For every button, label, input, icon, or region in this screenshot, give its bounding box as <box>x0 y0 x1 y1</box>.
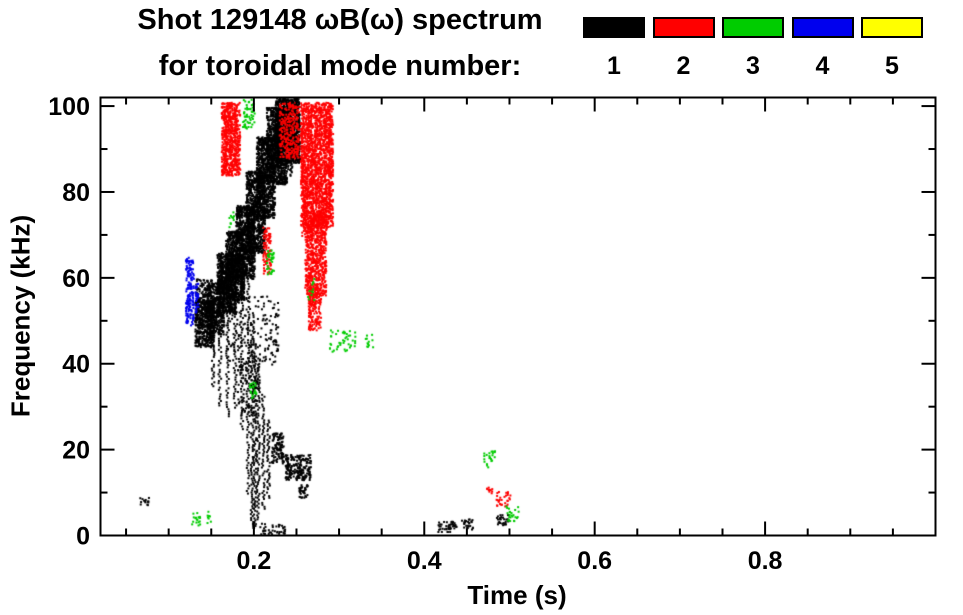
legend-label-5: 5 <box>885 52 899 80</box>
legend-label-2: 2 <box>676 52 691 80</box>
legend-label-1: 1 <box>607 52 621 80</box>
y-tick-label: 0 <box>76 523 90 551</box>
legend-labels: 1 2 3 4 5 <box>0 52 963 82</box>
y-tick-label: 20 <box>62 437 90 465</box>
legend-swatch-2 <box>652 17 715 38</box>
y-tick-label: 80 <box>62 179 90 207</box>
plot-data-canvas <box>101 98 935 535</box>
plot-frame <box>99 96 937 537</box>
legend-swatch-4 <box>791 17 854 38</box>
legend-label-3: 3 <box>746 52 760 80</box>
legend-swatch-3 <box>722 17 784 38</box>
x-axis-label: Time (s) <box>467 580 567 610</box>
legend-label-4: 4 <box>815 52 830 80</box>
legend <box>0 17 963 39</box>
chart-title: Shot 129148 ωB(ω) spectrum <box>137 4 543 36</box>
x-tick-label: 0.2 <box>236 547 271 575</box>
legend-swatch-5 <box>861 17 923 38</box>
legend-swatch-1 <box>583 17 645 38</box>
x-tick-label: 0.8 <box>748 547 783 575</box>
y-tick-label: 60 <box>62 265 90 293</box>
x-tick-label: 0.6 <box>577 547 612 575</box>
chart-subtitle: for toroidal mode number: <box>158 50 522 82</box>
y-tick-label: 40 <box>62 351 90 379</box>
x-tick-label: 0.4 <box>407 547 442 575</box>
y-tick-label: 100 <box>48 93 90 121</box>
